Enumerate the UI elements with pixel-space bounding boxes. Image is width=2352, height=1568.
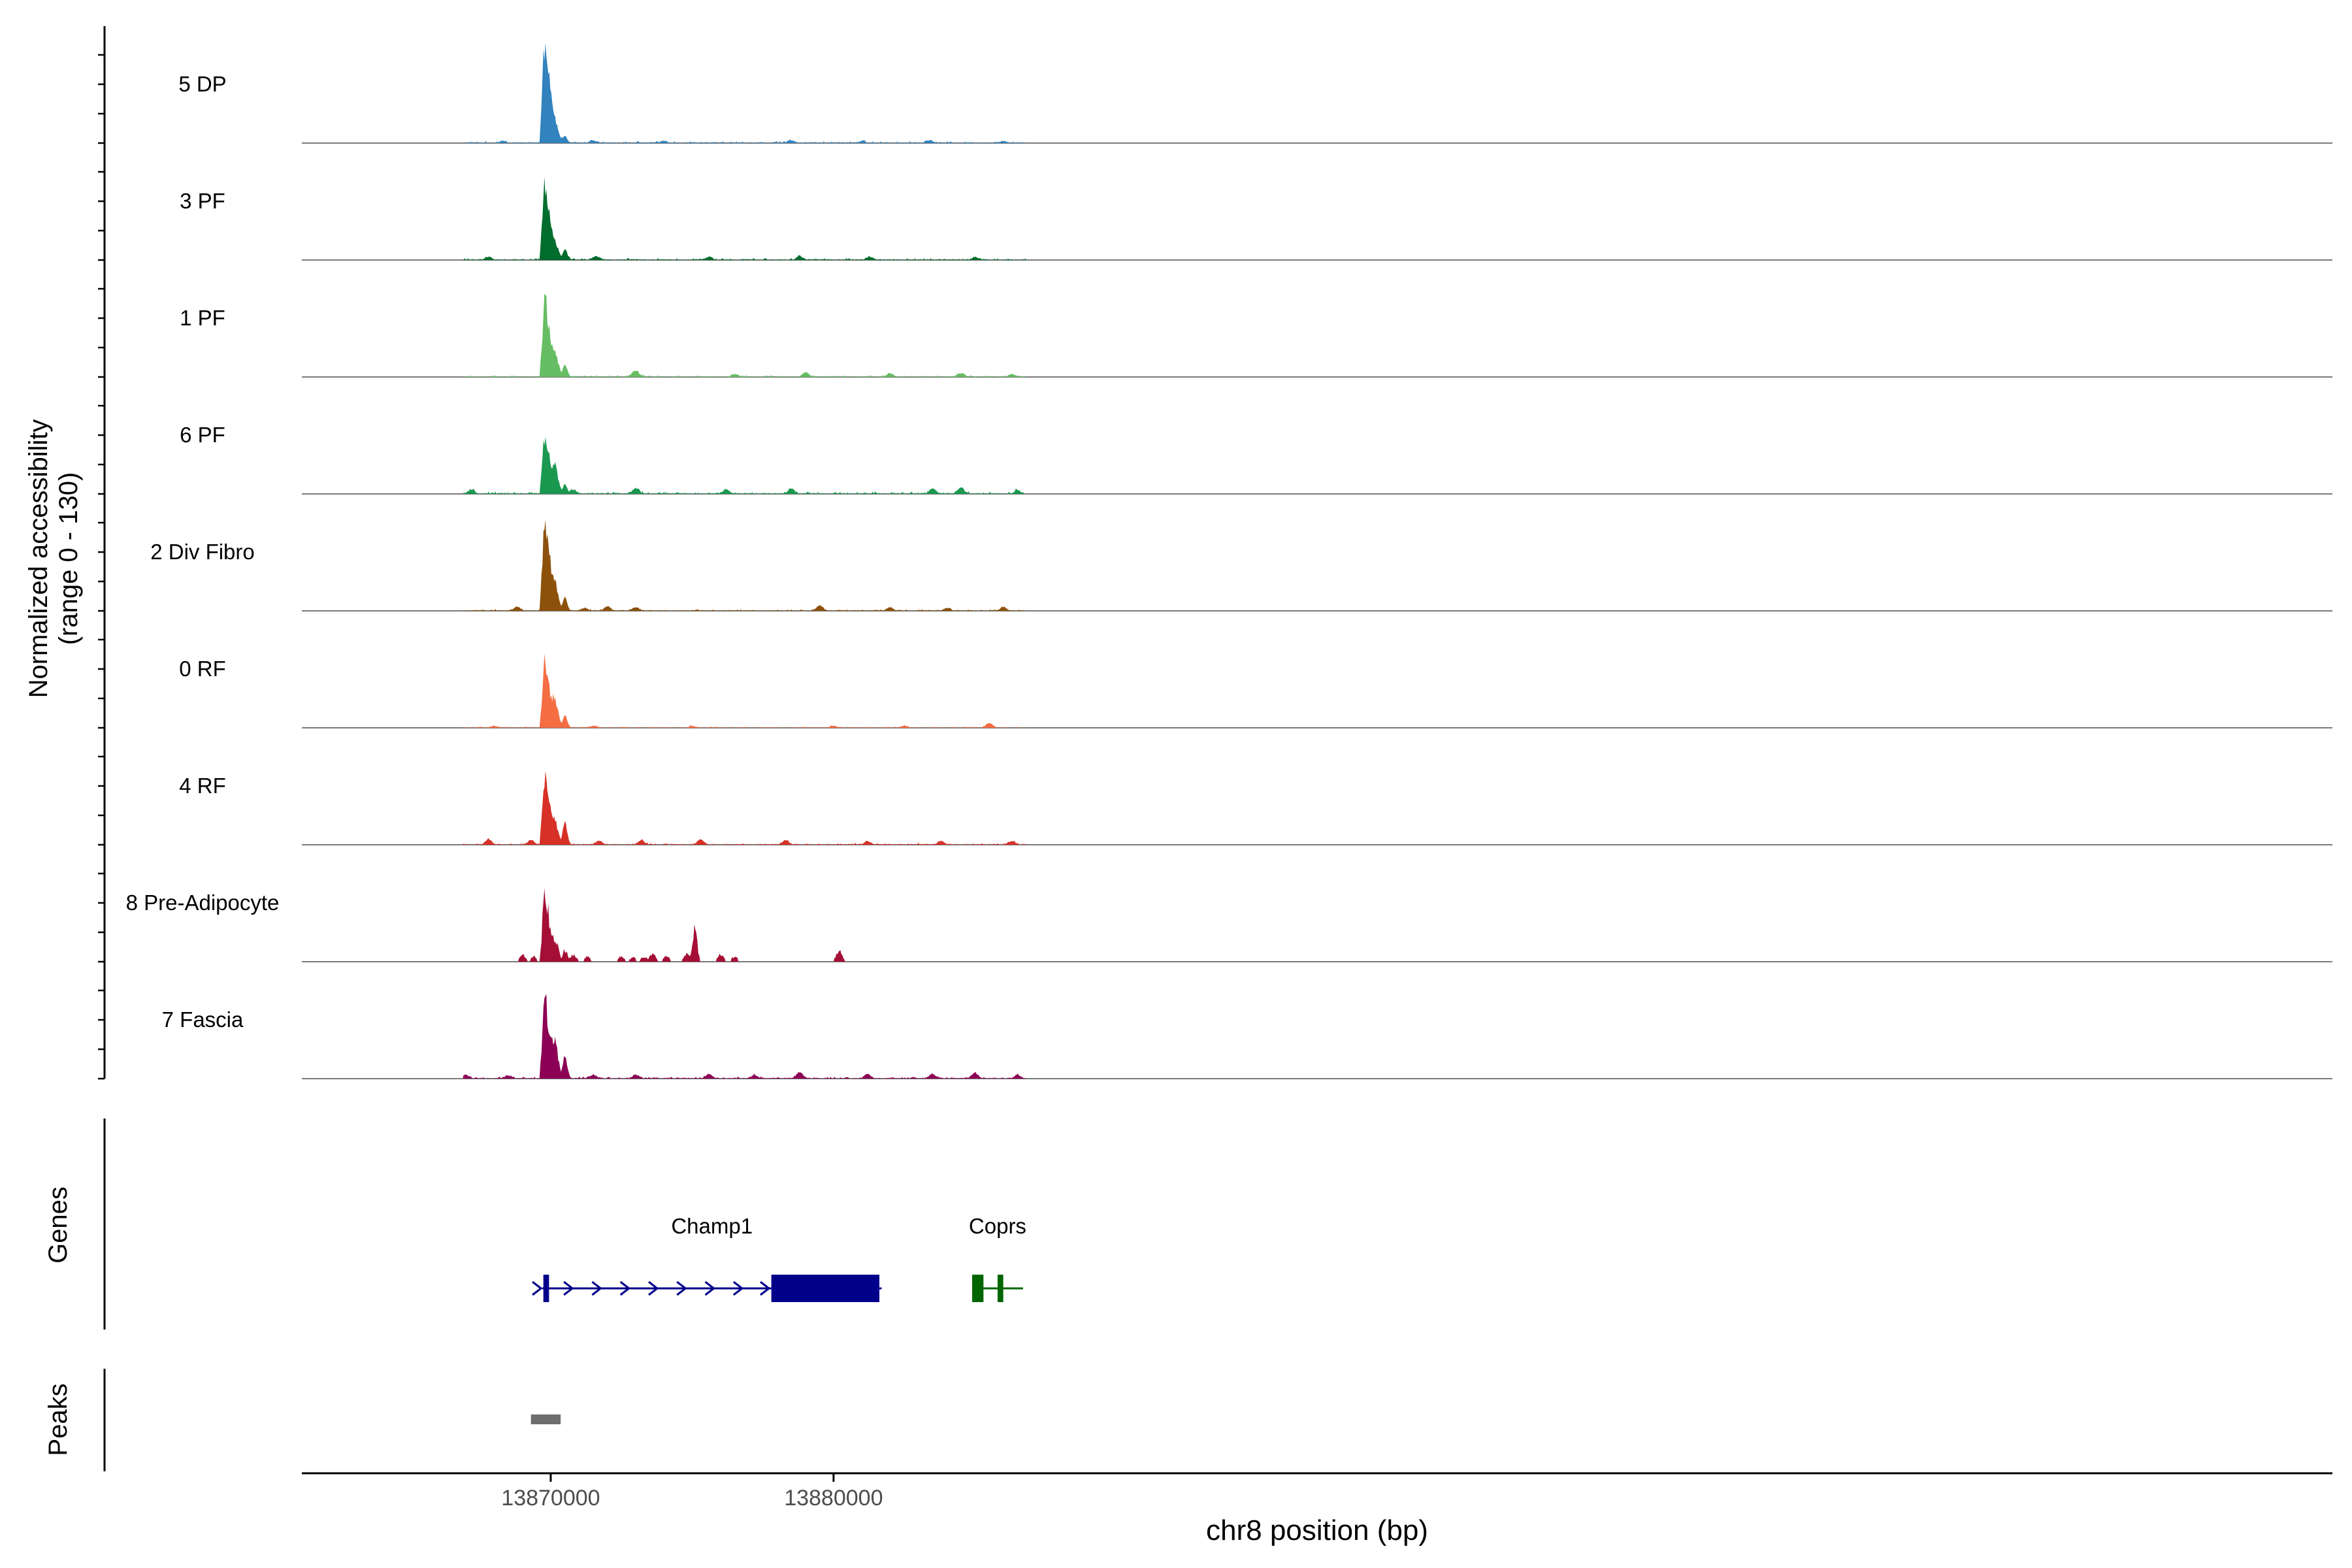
- track-3-pf: 3 PF: [180, 176, 2332, 261]
- gene-label: Champ1: [671, 1214, 753, 1238]
- track-7-fascia: 7 Fascia: [162, 994, 2332, 1079]
- gene-strand-arrow: [532, 1281, 543, 1296]
- gene-strand-arrow: [563, 1281, 574, 1296]
- track-label: 8 Pre-Adipocyte: [126, 890, 280, 915]
- coverage-tracks: 5 DP 3 PF 1 PF 6 PF 2 Div Fibro 0 RF 4 RF 8 Pre…: [126, 42, 2332, 1079]
- x-axis-title: chr8 position (bp): [1206, 1514, 1428, 1546]
- peaks-track: [531, 1414, 561, 1424]
- track-label: 0 RF: [179, 657, 226, 681]
- gene-strand-arrow: [704, 1281, 716, 1296]
- x-axis-ticks: 13870000 13880000: [501, 1473, 883, 1511]
- track-0-rf: 0 RF: [179, 653, 2332, 728]
- track-1-pf: 1 PF: [180, 293, 2332, 378]
- track-6-pf: 6 PF: [180, 423, 2332, 495]
- genes-track: Champ1 Coprs: [532, 1214, 1026, 1302]
- gene-exon: [997, 1275, 1004, 1302]
- track-5-dp: 5 DP: [178, 42, 2332, 144]
- gene-champ1: Champ1: [532, 1214, 882, 1302]
- y-axis-subtitle: (range 0 - 130): [54, 472, 83, 645]
- peak-region: [531, 1414, 561, 1424]
- track-label: 7 Fascia: [162, 1007, 244, 1032]
- gene-coprs: Coprs: [969, 1214, 1026, 1302]
- x-tick-label: 13880000: [784, 1486, 883, 1511]
- track-label: 5 DP: [178, 72, 226, 96]
- coverage-y-axis: [98, 26, 106, 1080]
- gene-strand-arrow: [619, 1281, 631, 1296]
- track-label: 1 PF: [180, 306, 225, 330]
- gene-strand-arrow: [591, 1281, 602, 1296]
- gene-strand-arrow: [732, 1281, 744, 1296]
- x-tick-label: 13870000: [501, 1486, 600, 1511]
- track-label: 6 PF: [180, 423, 225, 447]
- gene-strand-arrow: [648, 1281, 659, 1296]
- track-2-div-fibro: 2 Div Fibro: [150, 519, 2332, 612]
- gene-strand-arrow: [676, 1281, 687, 1296]
- gene-exon: [543, 1275, 549, 1302]
- genes-track-label: Genes: [44, 1186, 73, 1264]
- track-label: 2 Div Fibro: [150, 540, 255, 564]
- y-axis-title: Normalized accessibility: [24, 419, 53, 698]
- gene-exon: [972, 1275, 984, 1302]
- gene-label: Coprs: [969, 1214, 1026, 1238]
- peaks-track-label: Peaks: [44, 1383, 73, 1456]
- track-label: 3 PF: [180, 189, 225, 213]
- gene-strand-arrow: [760, 1281, 771, 1296]
- track-8-pre-adipocyte: 8 Pre-Adipocyte: [126, 888, 2332, 962]
- track-label: 4 RF: [179, 774, 226, 798]
- gene-exon: [771, 1275, 879, 1302]
- track-4-rf: 4 RF: [179, 771, 2332, 845]
